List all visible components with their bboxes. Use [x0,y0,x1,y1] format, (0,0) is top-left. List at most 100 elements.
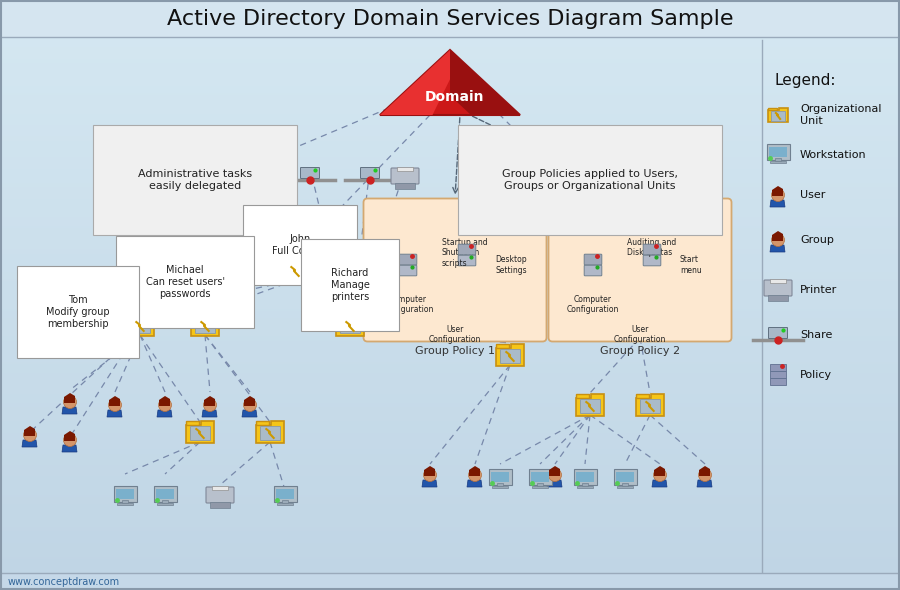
Polygon shape [157,410,172,417]
Polygon shape [424,466,435,476]
Circle shape [771,188,785,202]
FancyBboxPatch shape [576,472,594,482]
FancyBboxPatch shape [458,255,476,266]
FancyBboxPatch shape [301,168,320,179]
FancyBboxPatch shape [770,279,786,283]
Text: Computer
Configuration: Computer Configuration [382,295,434,314]
FancyBboxPatch shape [212,486,228,490]
Polygon shape [769,108,788,122]
FancyBboxPatch shape [364,198,546,342]
FancyBboxPatch shape [274,486,296,502]
Circle shape [548,468,562,481]
FancyBboxPatch shape [775,158,781,161]
Text: Tom
Modify group
membership: Tom Modify group membership [46,296,110,329]
FancyBboxPatch shape [548,198,732,342]
Text: Printer: Printer [800,285,837,295]
FancyBboxPatch shape [497,483,503,486]
Polygon shape [244,396,255,406]
Text: Administrative tasks
easily delegated: Administrative tasks easily delegated [138,169,252,191]
Circle shape [158,398,172,411]
FancyBboxPatch shape [0,573,900,590]
Polygon shape [109,396,120,406]
Polygon shape [22,440,37,447]
Polygon shape [126,314,139,318]
FancyBboxPatch shape [162,500,168,503]
Polygon shape [635,394,664,416]
Text: Computer
Configuration: Computer Configuration [567,295,619,314]
Text: Active Directory Domain Services Diagram Sample: Active Directory Domain Services Diagram… [166,9,733,29]
Polygon shape [159,396,170,406]
Polygon shape [204,396,215,406]
Text: Group Policy 2: Group Policy 2 [600,346,680,356]
Polygon shape [64,393,75,403]
FancyBboxPatch shape [206,487,234,503]
FancyBboxPatch shape [130,319,150,333]
FancyBboxPatch shape [617,486,633,488]
Polygon shape [185,421,214,443]
FancyBboxPatch shape [770,371,787,378]
Polygon shape [256,421,268,425]
Text: Start
menu: Start menu [680,255,702,275]
FancyBboxPatch shape [491,472,509,482]
Circle shape [698,468,712,481]
Circle shape [64,434,76,447]
FancyBboxPatch shape [577,486,593,488]
Polygon shape [772,231,783,241]
Polygon shape [469,466,480,476]
Polygon shape [576,394,589,398]
Polygon shape [770,245,785,252]
FancyBboxPatch shape [584,265,602,276]
Polygon shape [191,314,220,336]
Text: User
Configuration: User Configuration [614,325,666,345]
FancyBboxPatch shape [582,483,588,486]
FancyBboxPatch shape [528,468,552,484]
FancyBboxPatch shape [395,183,415,189]
FancyBboxPatch shape [622,483,628,486]
FancyBboxPatch shape [157,503,173,505]
Text: Auditing and
Disk quotas: Auditing and Disk quotas [627,238,676,257]
FancyBboxPatch shape [584,254,602,265]
FancyBboxPatch shape [397,167,413,171]
Text: www.conceptdraw.com: www.conceptdraw.com [8,577,120,587]
Text: Domain: Domain [425,90,485,104]
FancyBboxPatch shape [532,486,548,488]
FancyBboxPatch shape [640,399,661,413]
FancyBboxPatch shape [400,254,417,265]
FancyBboxPatch shape [276,489,294,499]
Polygon shape [64,431,75,441]
Polygon shape [191,314,203,318]
FancyBboxPatch shape [284,264,305,278]
FancyBboxPatch shape [500,349,520,363]
FancyBboxPatch shape [768,295,788,301]
FancyBboxPatch shape [156,489,174,499]
FancyBboxPatch shape [531,472,549,482]
Polygon shape [107,410,122,417]
FancyBboxPatch shape [400,265,417,276]
Polygon shape [450,50,520,115]
Polygon shape [654,466,665,476]
Text: Share: Share [800,330,832,340]
FancyBboxPatch shape [767,143,789,159]
FancyBboxPatch shape [113,486,137,502]
FancyBboxPatch shape [361,168,380,179]
FancyBboxPatch shape [537,483,543,486]
FancyBboxPatch shape [764,280,792,296]
Polygon shape [336,314,364,336]
Polygon shape [697,480,712,487]
Circle shape [109,398,122,411]
Polygon shape [336,314,348,318]
FancyBboxPatch shape [282,500,288,503]
FancyBboxPatch shape [458,244,476,255]
Polygon shape [380,50,520,115]
Text: Group Policy 1: Group Policy 1 [415,346,495,356]
FancyBboxPatch shape [644,255,661,266]
Text: Organizational
Unit: Organizational Unit [800,104,881,126]
FancyBboxPatch shape [259,426,281,440]
Text: Group Policies applied to Users,
Groups or Organizational Units: Group Policies applied to Users, Groups … [502,169,678,191]
FancyBboxPatch shape [154,486,176,502]
FancyBboxPatch shape [194,319,215,333]
FancyBboxPatch shape [580,399,600,413]
Polygon shape [467,480,482,487]
Circle shape [424,468,436,481]
Polygon shape [185,421,199,425]
